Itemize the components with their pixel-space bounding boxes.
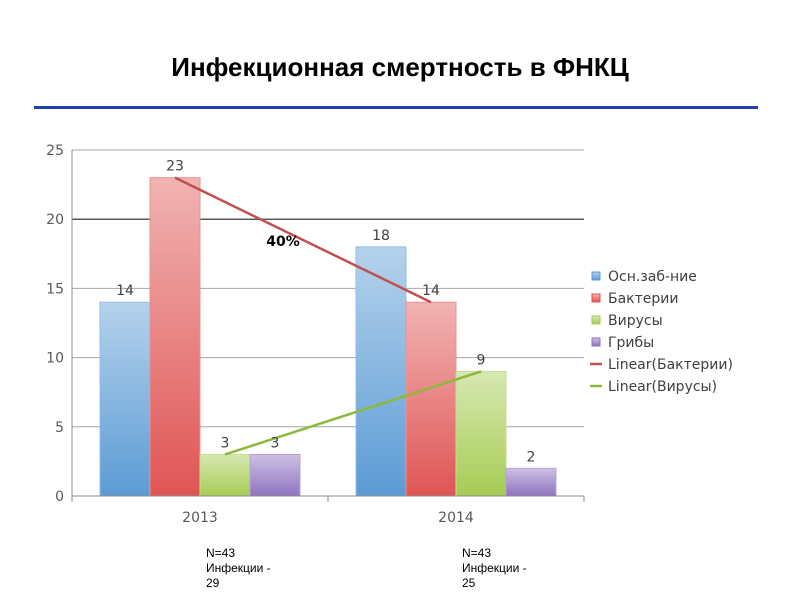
y-tick-label-0: 0 (55, 489, 64, 505)
note-2014-line3: 25 (462, 576, 476, 590)
legend-swatch-0 (591, 271, 601, 281)
title-divider (34, 106, 758, 109)
note-2014-line1: N=43 (462, 546, 492, 560)
y-tick-label-20: 20 (46, 212, 64, 228)
data-label-2014-2: 9 (477, 352, 486, 368)
legend-swatch-1 (591, 293, 601, 303)
y-tick-label-25: 25 (46, 143, 64, 159)
trendline-0 (174, 176, 432, 304)
note-2014-line2: Инфекции - (462, 561, 527, 575)
note-2013-line3: 29 (206, 576, 220, 590)
note-2013: N=43 Инфекции - 29 (206, 546, 316, 591)
data-label-2013-2: 3 (221, 435, 230, 451)
data-label-2014-1: 14 (422, 283, 440, 299)
trend-annotation: 40% (266, 234, 300, 250)
slide-title: Инфекционная смертность в ФНКЦ (171, 52, 629, 82)
legend-label-5: Linear(Вирусы) (608, 379, 717, 395)
legend-label-3: Грибы (608, 335, 654, 351)
note-2013-line1: N=43 (206, 546, 236, 560)
bar-2013-1 (149, 177, 201, 497)
note-2014: N=43 Инфекции - 25 (462, 546, 572, 591)
bar-2013-2 (199, 453, 251, 497)
legend-label-2: Вирусы (608, 313, 663, 329)
bar-2014-2 (455, 370, 507, 497)
y-tick-label-15: 15 (46, 281, 64, 297)
data-label-2014-0: 18 (372, 228, 390, 244)
legend-label-4: Linear(Бактерии) (608, 357, 733, 373)
y-tick-label-5: 5 (55, 420, 64, 436)
bar-2013-0 (99, 301, 151, 497)
legend-swatch-2 (591, 315, 601, 325)
legend-swatch-3 (591, 337, 601, 347)
bar-2013-3 (249, 453, 301, 497)
data-label-2013-1: 23 (166, 159, 184, 175)
note-2013-line2: Инфекции - (206, 561, 271, 575)
bar-2014-0 (355, 246, 407, 497)
bar-2014-3 (505, 467, 557, 497)
trendline-1 (224, 370, 482, 456)
legend-label-0: Осн.заб-ние (608, 269, 697, 285)
data-label-2013-0: 14 (116, 283, 134, 299)
data-label-2013-3: 3 (271, 435, 280, 451)
x-tick-label-2013: 2013 (182, 510, 218, 526)
x-tick-label-2014: 2014 (438, 510, 474, 526)
legend-label-1: Бактерии (608, 291, 679, 307)
data-label-2014-3: 2 (527, 449, 536, 465)
y-tick-label-10: 10 (46, 351, 64, 367)
bar-2014-1 (405, 301, 457, 497)
